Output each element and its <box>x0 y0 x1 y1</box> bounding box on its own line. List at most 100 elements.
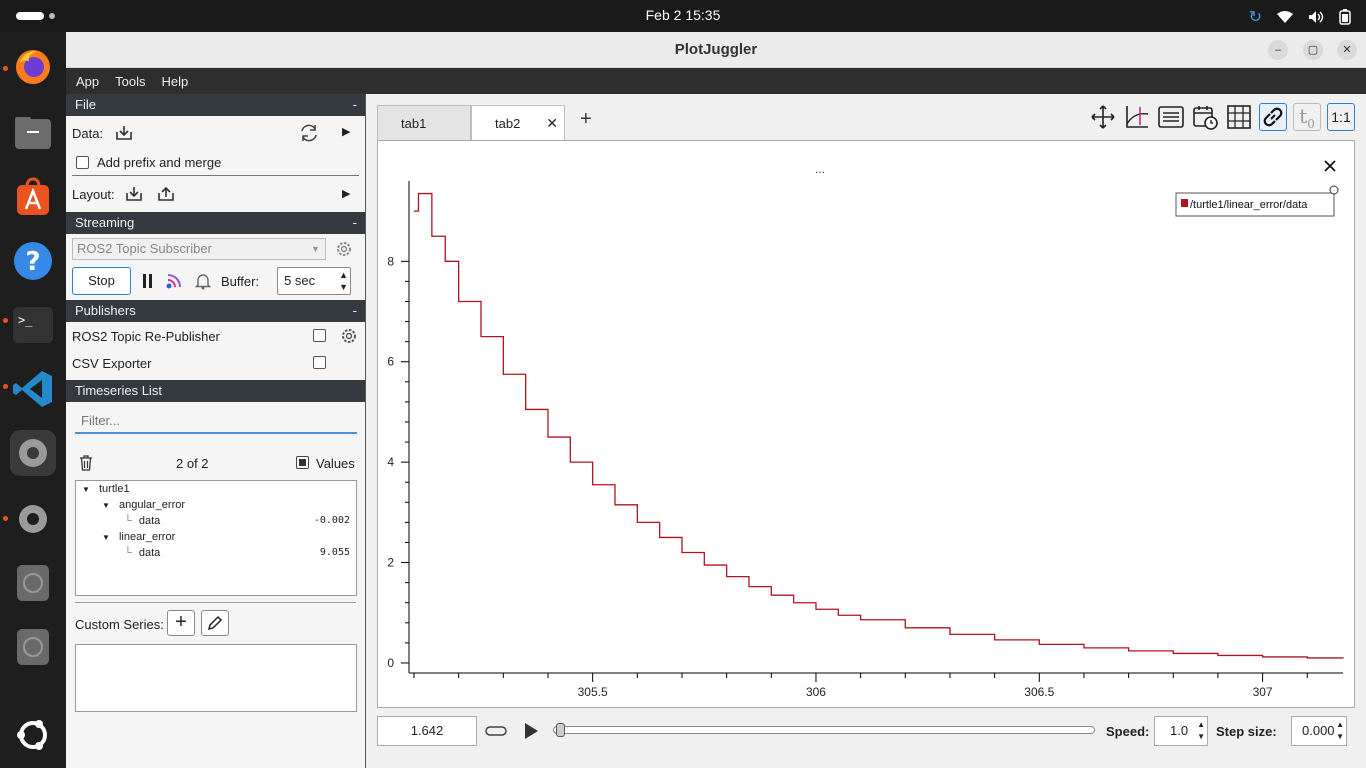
list-icon[interactable] <box>1157 103 1185 131</box>
publisher-settings-gear-icon[interactable] <box>341 328 357 344</box>
add-prefix-checkbox[interactable] <box>76 156 89 169</box>
file-section-header[interactable]: File - <box>66 94 365 116</box>
close-plot-icon[interactable] <box>1324 160 1336 172</box>
add-custom-series-button[interactable]: + <box>167 610 195 636</box>
publisher-checkbox[interactable] <box>313 356 326 369</box>
app-center-icon[interactable] <box>10 174 56 220</box>
activities-indicator[interactable] <box>16 12 44 20</box>
play-icon[interactable] <box>523 722 539 740</box>
show-apps-icon[interactable] <box>10 712 56 758</box>
trash-icon[interactable] <box>78 454 94 472</box>
clock[interactable]: Feb 2 15:35 <box>645 7 721 23</box>
expand-down-icon[interactable]: ▼ <box>82 485 90 494</box>
spin-up-icon[interactable]: ▲ <box>1197 720 1205 729</box>
system-tray[interactable]: ↻ <box>1249 7 1352 27</box>
data-expand-arrow-icon[interactable]: ▶ <box>342 126 351 138</box>
publishers-section-header[interactable]: Publishers - <box>66 300 365 322</box>
timeseries-section-header[interactable]: Timeseries List <box>66 380 365 402</box>
expand-down-icon[interactable]: ▼ <box>102 501 110 510</box>
legend-resize-handle[interactable] <box>1329 185 1339 195</box>
tree-row[interactable]: ▼ linear_error <box>102 531 175 543</box>
link-icon[interactable] <box>1259 103 1287 131</box>
files-icon[interactable] <box>10 110 56 156</box>
load-layout-icon[interactable] <box>125 186 143 202</box>
plot-layout-icon[interactable] <box>1123 103 1151 131</box>
streaming-source-select[interactable]: ROS2 Topic Subscriber ▼ <box>72 238 326 260</box>
minimize-button[interactable]: – <box>1268 40 1288 60</box>
ratio-button[interactable]: 1:1 <box>1327 103 1355 131</box>
settings-icon[interactable] <box>10 496 56 542</box>
streaming-settings-gear-icon[interactable] <box>336 241 352 257</box>
tree-row[interactable]: └ data -0.002 <box>124 515 350 527</box>
plotjuggler-window: PlotJuggler – ▢ ✕ App Tools Help File - D… <box>66 32 1366 768</box>
spin-up-icon[interactable]: ▲ <box>339 270 349 280</box>
menu-tools[interactable]: Tools <box>115 73 146 89</box>
pencil-icon <box>207 615 223 631</box>
rss-icon[interactable] <box>165 272 183 290</box>
stop-button[interactable]: Stop <box>72 267 131 295</box>
speed-spinbox[interactable]: 1.0 ▲ ▼ <box>1154 716 1208 746</box>
wifi-icon <box>1277 11 1293 23</box>
vscode-icon[interactable] <box>10 366 56 412</box>
move-arrows-icon[interactable] <box>1089 103 1117 131</box>
firefox-icon[interactable] <box>10 44 56 90</box>
pause-icon[interactable] <box>141 272 155 290</box>
x-tick-label: 306.5 <box>1024 685 1054 699</box>
data-row: Data: ▶ <box>66 116 365 150</box>
terminal-icon[interactable]: >_ <box>10 302 56 348</box>
layout-label: Layout: <box>72 186 115 202</box>
layout-expand-arrow-icon[interactable]: ▶ <box>342 188 351 200</box>
spin-up-icon[interactable]: ▲ <box>1336 720 1344 729</box>
timeline-slider-thumb[interactable] <box>556 723 565 737</box>
maximize-button[interactable]: ▢ <box>1303 40 1323 60</box>
tree-row[interactable]: ▼ angular_error <box>102 499 185 511</box>
series-line[interactable] <box>414 192 1344 659</box>
spin-down-icon[interactable]: ▼ <box>339 282 349 292</box>
menu-help[interactable]: Help <box>161 73 189 89</box>
step-size-spinbox[interactable]: 0.000 ▲ ▼ <box>1291 716 1347 746</box>
tab-tab1[interactable]: tab1 <box>377 105 471 140</box>
publisher-row: CSV Exporter <box>66 350 365 376</box>
y-tick-label: 8 <box>387 254 394 268</box>
close-window-button[interactable]: ✕ <box>1337 40 1357 60</box>
disk-icon[interactable] <box>10 560 56 606</box>
edit-custom-series-button[interactable] <box>201 610 229 636</box>
expand-down-icon[interactable]: ▼ <box>102 533 110 542</box>
x-tick-label: 305.5 <box>578 685 608 699</box>
buffer-spinbox[interactable]: 5 sec ▲ ▼ <box>277 267 352 295</box>
filter-row <box>66 402 365 446</box>
tree-row[interactable]: ▼ turtle1 <box>82 483 130 495</box>
line-chart[interactable]: 0 2 4 6 8 305.5 306 306.5 307... /turtle1/linear_… <box>378 141 1354 707</box>
streaming-section-header[interactable]: Streaming - <box>66 212 365 234</box>
time-offset-icon[interactable]: t0 <box>1293 103 1321 131</box>
close-tab-icon[interactable]: ✕ <box>546 115 558 131</box>
tree-node-label: turtle1 <box>98 483 130 495</box>
spin-down-icon[interactable]: ▼ <box>1197 732 1205 741</box>
load-data-icon[interactable] <box>115 125 133 141</box>
publisher-checkbox[interactable] <box>313 329 326 342</box>
legend-box[interactable] <box>1175 192 1335 217</box>
disk-icon[interactable] <box>10 624 56 670</box>
bell-icon[interactable] <box>195 272 211 290</box>
tree-row[interactable]: └ data 9.055 <box>124 547 350 559</box>
title-bar[interactable]: PlotJuggler – ▢ ✕ <box>66 32 1366 68</box>
loop-icon[interactable] <box>485 723 507 739</box>
time-display[interactable]: 1.642 <box>377 716 477 746</box>
help-icon[interactable]: ? <box>10 238 56 284</box>
timeline-slider[interactable] <box>553 723 1095 737</box>
reload-icon[interactable] <box>298 123 320 143</box>
dropdown-arrow-icon: ▼ <box>311 244 320 254</box>
save-layout-icon[interactable] <box>157 186 175 202</box>
svg-text:?: ? <box>25 247 40 277</box>
running-indicator <box>3 66 8 71</box>
plot-widget[interactable]: 0 2 4 6 8 305.5 306 306.5 307... /turtle1/linear_… <box>377 140 1355 708</box>
add-tab-button[interactable]: + <box>580 108 592 130</box>
settings-icon[interactable] <box>10 430 56 476</box>
menu-app[interactable]: App <box>76 73 100 89</box>
filter-input[interactable] <box>75 408 357 434</box>
values-checkbox[interactable] <box>296 456 309 469</box>
spin-down-icon[interactable]: ▼ <box>1336 732 1344 741</box>
tab-tab2[interactable]: tab2 ✕ <box>471 105 565 140</box>
calendar-clock-icon[interactable] <box>1191 103 1219 131</box>
grid-icon[interactable] <box>1225 103 1253 131</box>
